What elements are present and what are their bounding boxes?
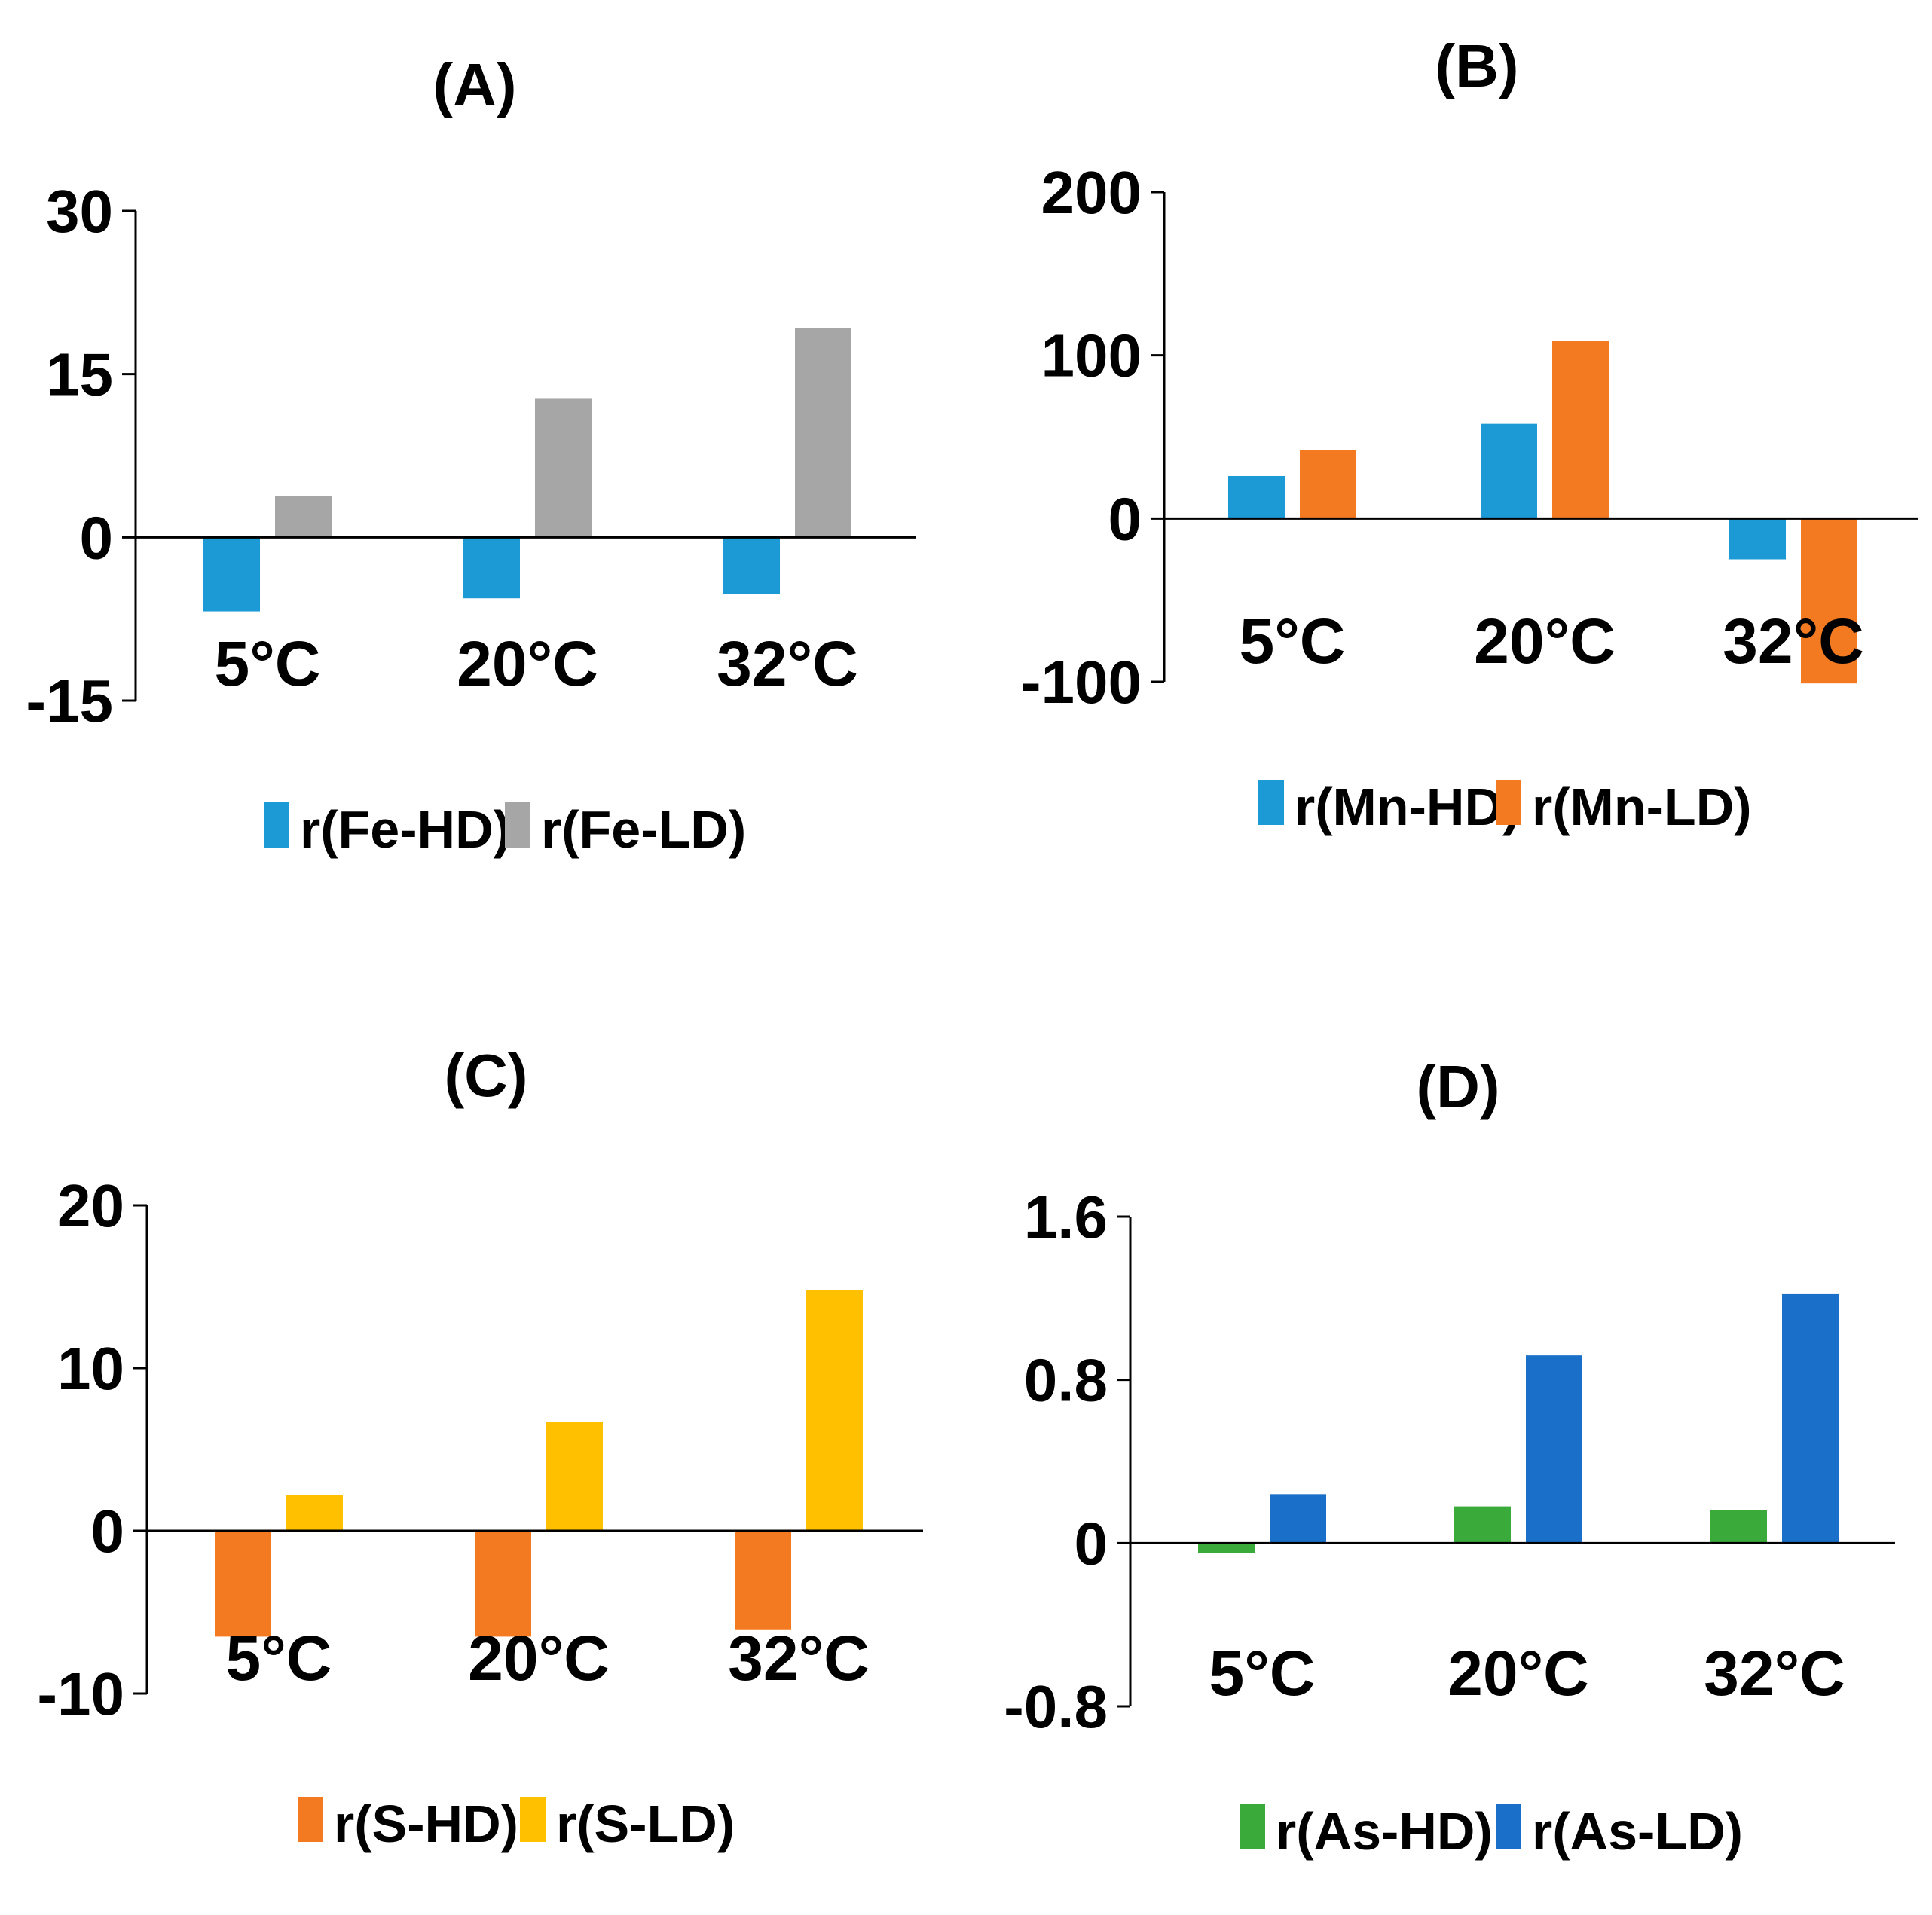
panel-a-bar-ld-2 xyxy=(795,328,851,538)
panel-b-y-tick-label: -100 xyxy=(1021,649,1142,716)
panel-b-bar-hd-1 xyxy=(1481,423,1537,519)
panel-d-bar-hd-0 xyxy=(1198,1543,1255,1553)
panel-b-x-tick-label: 5°C xyxy=(1240,606,1346,677)
panel-a-y-tick-label: 30 xyxy=(46,178,113,245)
panel-a-legend-swatch xyxy=(264,802,289,848)
panel-a-x-tick-label: 5°C xyxy=(215,628,321,699)
panel-a-x-tick-label: 20°C xyxy=(457,628,598,699)
panel-d-legend: r(As-HD) r(As-LD) xyxy=(1240,1802,1743,1861)
panel-d-y-tick-label: 1.6 xyxy=(1024,1184,1108,1251)
panel-b-bar-ld-0 xyxy=(1300,450,1356,519)
panel-a-bar-hd-1 xyxy=(463,537,520,599)
panel-d-x-tick-label: 20°C xyxy=(1447,1638,1589,1709)
panel-b-bar-ld-2 xyxy=(1801,518,1857,684)
panel-b-legend: r(Mn-HD) r(Mn-LD) xyxy=(1258,777,1752,836)
panel-b-legend-label: r(Mn-HD) xyxy=(1295,777,1520,836)
panel-b-legend-swatch xyxy=(1496,780,1521,825)
panel-c-bar-hd-1 xyxy=(475,1531,531,1637)
panel-c-legend-swatch xyxy=(298,1797,323,1842)
panel-a-legend: r(Fe-HD) r(Fe-LD) xyxy=(264,800,746,859)
panel-a-y-tick-label: 0 xyxy=(80,504,114,571)
panel-c-y-tick-label: 0 xyxy=(91,1498,125,1565)
panel-a-legend-swatch xyxy=(505,802,530,848)
panel-b-bar-ld-1 xyxy=(1552,341,1609,519)
panel-a-y-tick-label: -15 xyxy=(26,667,113,735)
panel-c-bar-hd-0 xyxy=(215,1531,271,1637)
panel-d-bar-ld-0 xyxy=(1270,1494,1326,1544)
panel-b-legend-label: r(Mn-LD) xyxy=(1532,777,1752,836)
panel-d-legend-swatch xyxy=(1496,1804,1521,1849)
panel-c-title: (C) xyxy=(444,1042,527,1109)
panel-c-legend-label: r(S-LD) xyxy=(556,1794,735,1853)
panel-a-bar-ld-1 xyxy=(535,398,592,538)
panel-d-bar-ld-1 xyxy=(1526,1355,1582,1544)
panel-c: (C) 20 10 0 -10 5°C 20°C 32°C r(S-HD) r(S-LD) xyxy=(37,1042,923,1853)
panel-c-x-tick-label: 20°C xyxy=(468,1623,610,1694)
panel-a-x-tick-label: 32°C xyxy=(717,628,858,699)
panel-a-legend-label: r(Fe-HD) xyxy=(300,800,511,859)
panel-b: (B) 200 100 0 -100 5°C 20°C 32°C r(Mn-HD) r(Mn-LD… xyxy=(1021,32,1918,836)
panel-d-title: (D) xyxy=(1416,1053,1499,1120)
panel-d-legend-swatch xyxy=(1240,1804,1265,1849)
panel-b-y-tick-label: 0 xyxy=(1108,485,1142,552)
panel-a-y-tick-label: 15 xyxy=(46,341,113,408)
panel-c-bar-hd-2 xyxy=(735,1531,791,1630)
panel-b-title: (B) xyxy=(1435,32,1518,99)
panel-d-x-tick-label: 5°C xyxy=(1209,1638,1316,1709)
panel-c-x-tick-label: 5°C xyxy=(226,1623,332,1694)
panel-c-y-tick-label: -10 xyxy=(37,1660,124,1727)
panel-a-bar-ld-0 xyxy=(275,496,332,538)
panel-c-legend: r(S-HD) r(S-LD) xyxy=(298,1794,735,1853)
panel-a: (A) 30 15 0 -15 5°C 20°C 32°C r(Fe-HD) r(Fe-LD) xyxy=(26,51,916,859)
panel-a-bar-hd-0 xyxy=(203,537,260,612)
panel-b-y-tick-label: 100 xyxy=(1041,322,1142,389)
panel-a-bar-hd-2 xyxy=(723,537,780,594)
panel-c-bar-ld-2 xyxy=(806,1290,863,1531)
panel-b-x-tick-label: 20°C xyxy=(1474,606,1616,677)
panel-c-y-tick-label: 10 xyxy=(57,1335,124,1402)
panel-c-bar-ld-1 xyxy=(546,1422,603,1531)
panel-c-x-tick-label: 32°C xyxy=(728,1623,870,1694)
panel-b-x-tick-label: 32°C xyxy=(1723,606,1864,677)
panel-d-x-tick-label: 32°C xyxy=(1704,1638,1845,1709)
panel-b-bar-hd-0 xyxy=(1228,476,1285,519)
panel-a-title: (A) xyxy=(433,51,516,118)
panel-d-y-tick-label: 0.8 xyxy=(1024,1347,1108,1414)
panel-d: (D) 1.6 0.8 0 -0.8 5°C 20°C 32°C r(As-HD) r(As-LD… xyxy=(1004,1053,1895,1861)
panel-c-legend-swatch xyxy=(520,1797,546,1842)
panel-d-bar-ld-2 xyxy=(1782,1293,1839,1544)
panel-c-y-tick-label: 20 xyxy=(57,1172,124,1239)
panel-b-legend-swatch xyxy=(1258,780,1284,825)
panel-d-bar-hd-2 xyxy=(1710,1510,1767,1544)
panel-d-y-tick-label: -0.8 xyxy=(1004,1673,1108,1740)
panel-b-bar-hd-2 xyxy=(1729,518,1786,560)
panel-c-legend-label: r(S-HD) xyxy=(334,1794,518,1853)
panel-c-bar-ld-0 xyxy=(286,1495,343,1531)
panel-a-legend-label: r(Fe-LD) xyxy=(541,800,746,859)
panel-d-legend-label: r(As-HD) xyxy=(1276,1802,1493,1861)
panel-d-bar-hd-1 xyxy=(1454,1506,1511,1544)
panel-d-legend-label: r(As-LD) xyxy=(1532,1802,1743,1861)
panel-d-y-tick-label: 0 xyxy=(1075,1510,1108,1577)
panel-b-y-tick-label: 200 xyxy=(1041,159,1142,226)
